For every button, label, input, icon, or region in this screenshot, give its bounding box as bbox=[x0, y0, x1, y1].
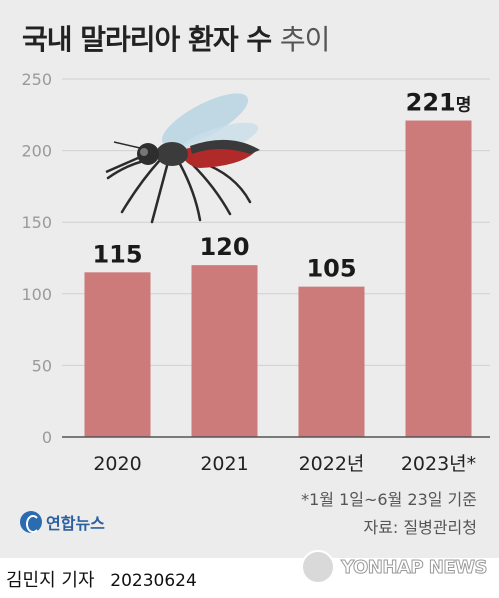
publish-date: 20230624 bbox=[110, 571, 197, 591]
infographic-card: 국내 말라리아 환자 수 추이 0 50 100 150 200 250 bbox=[20, 18, 490, 537]
x-tick-label: 2022년 bbox=[299, 453, 365, 475]
bars bbox=[84, 120, 472, 437]
bar-chart: 0 50 100 150 200 250 bbox=[21, 70, 490, 475]
reporter-line: 김민지 기자 20230624 bbox=[6, 566, 197, 592]
bar bbox=[298, 286, 365, 437]
yonhap-logo-icon bbox=[20, 511, 42, 533]
y-axis-ticks: 0 50 100 150 200 250 bbox=[21, 70, 52, 447]
data-label: 120 bbox=[199, 233, 249, 261]
x-axis-labels: 2020 2021 2022년 2023년* bbox=[93, 453, 476, 475]
x-tick-label: 2020 bbox=[93, 453, 141, 475]
chart-title-main: 국내 말라리아 환자 수 bbox=[22, 23, 272, 56]
y-tick-label: 150 bbox=[21, 213, 52, 232]
y-tick-label: 100 bbox=[21, 285, 52, 304]
footnote: *1월 1일~6월 23일 기준 bbox=[301, 490, 477, 509]
yonhap-logo-text: 연합뉴스 bbox=[46, 514, 105, 533]
reporter-name: 김민지 기자 bbox=[6, 570, 95, 591]
y-tick-label: 0 bbox=[42, 428, 52, 447]
bar bbox=[191, 265, 258, 437]
y-tick-label: 200 bbox=[21, 142, 52, 161]
yonhap-logo: 연합뉴스 bbox=[20, 510, 105, 534]
yonhap-watermark: YONHAP NEWS bbox=[301, 550, 488, 584]
chart-title-suffix: 추이 bbox=[279, 23, 331, 56]
data-label: 105 bbox=[306, 255, 356, 283]
watermark-text: YONHAP NEWS bbox=[341, 556, 488, 578]
x-tick-label: 2023년* bbox=[401, 453, 476, 475]
y-tick-label: 50 bbox=[32, 356, 52, 375]
x-tick-label: 2021 bbox=[200, 453, 248, 475]
data-labels: 115 120 105 221명 bbox=[92, 89, 471, 283]
data-label: 115 bbox=[92, 240, 142, 268]
bar bbox=[405, 120, 472, 437]
data-label: 221명 bbox=[406, 89, 472, 117]
bar bbox=[84, 272, 151, 437]
source-credit: 자료: 질병관리청 bbox=[363, 518, 477, 537]
mosquito-icon bbox=[105, 93, 260, 224]
y-tick-label: 250 bbox=[21, 70, 52, 89]
watermark-icon bbox=[301, 550, 336, 584]
bottom-bar: 김민지 기자 20230624 YONHAP NEWS bbox=[0, 550, 499, 598]
chart-title: 국내 말라리아 환자 수 추이 bbox=[22, 18, 331, 58]
